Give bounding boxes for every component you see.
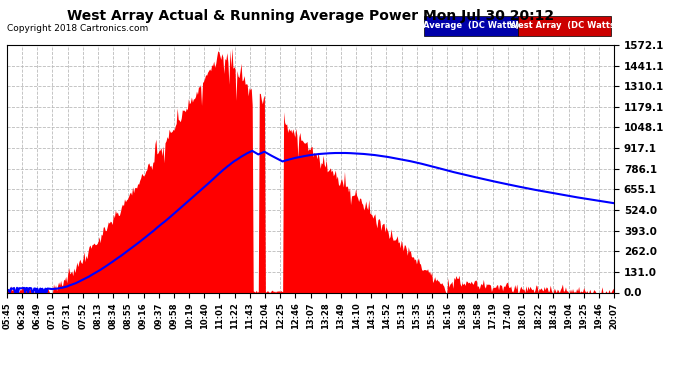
Text: Average  (DC Watts): Average (DC Watts) (423, 21, 519, 30)
Text: West Array Actual & Running Average Power Mon Jul 30 20:12: West Array Actual & Running Average Powe… (67, 9, 554, 23)
Text: Copyright 2018 Cartronics.com: Copyright 2018 Cartronics.com (7, 24, 148, 33)
Text: West Array  (DC Watts): West Array (DC Watts) (509, 21, 619, 30)
